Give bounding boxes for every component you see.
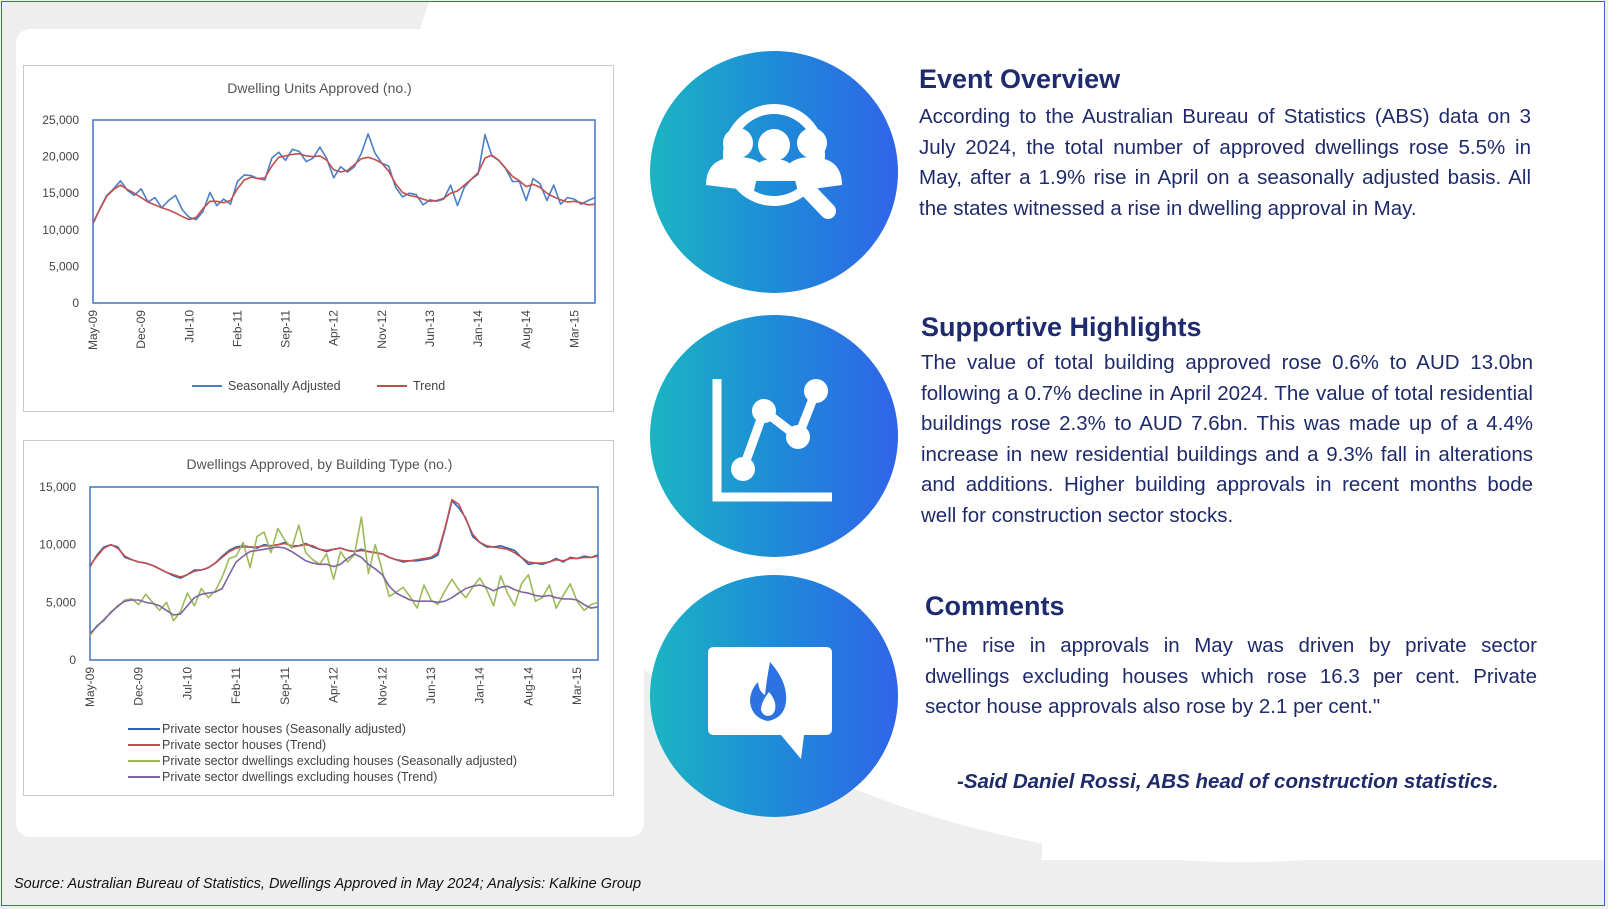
- chart-dwelling-units-svg: Dwelling Units Approved (no.) 0 5,000 10,00…: [42, 80, 596, 393]
- y-tick-label: 5,000: [46, 595, 76, 609]
- y-tick-label: 10,000: [39, 538, 76, 552]
- x-tick-label: Jul-10: [182, 310, 196, 343]
- people-search-icon: [706, 104, 842, 219]
- series-line-1: [92, 152, 596, 223]
- x-tick-label: Mar-15: [570, 667, 584, 705]
- legend-label: Private sector houses (Trend): [162, 738, 326, 752]
- comments-icon-circle: [650, 575, 898, 817]
- x-tick-label: Jul-10: [180, 667, 194, 700]
- y-tick-label: 25,000: [42, 113, 79, 127]
- y-tick-label: 0: [69, 653, 76, 667]
- y-tick-label: 15,000: [42, 186, 79, 200]
- chart-building-type: Dwellings Approved, by Building Type (no…: [23, 440, 614, 796]
- y-tick-label: 10,000: [42, 223, 79, 237]
- background-band: [1042, 2, 1604, 860]
- x-tick-label: Nov-12: [375, 310, 389, 349]
- y-tick-label: 15,000: [39, 480, 76, 494]
- legend-label: Private sector dwellings excluding house…: [162, 770, 437, 784]
- supportive-highlights-section: Supportive Highlights The value of total…: [921, 310, 1533, 531]
- x-tick-label: Dec-09: [132, 667, 146, 706]
- legend-label: Private sector houses (Seasonally adjust…: [162, 722, 406, 736]
- supportive-highlights-body: The value of total building approved ros…: [921, 351, 1533, 527]
- x-tick-label: Mar-15: [567, 310, 581, 348]
- series-line-3: [89, 546, 599, 635]
- x-tick-label: Sep-11: [278, 667, 292, 705]
- event-overview-section: Event Overview According to the Australi…: [919, 62, 1531, 224]
- source-note: Source: Australian Bureau of Statistics,…: [14, 876, 642, 892]
- x-tick-label: Jan-14: [473, 667, 487, 704]
- supportive-highlights-title: Supportive Highlights: [921, 312, 1202, 342]
- x-tick-label: Sep-11: [279, 310, 293, 348]
- x-tick-label: Apr-12: [327, 667, 341, 703]
- chart-dwelling-units: Dwelling Units Approved (no.) 0 5,000 10,00…: [23, 65, 614, 412]
- x-tick-label: Jan-14: [471, 310, 485, 347]
- legend-label: Private sector dwellings excluding house…: [162, 754, 517, 768]
- speech-bubble-flame-icon: [708, 647, 832, 759]
- x-tick-label: Apr-12: [327, 310, 341, 346]
- x-tick-label: Aug-14: [521, 667, 535, 706]
- event-overview-body: According to the Australian Bureau of St…: [919, 105, 1531, 220]
- x-tick-label: May-09: [83, 667, 97, 707]
- series-line-0: [92, 133, 596, 225]
- line-chart-icon: [712, 379, 832, 502]
- highlights-icon-circle: [650, 315, 898, 557]
- series-line-1: [89, 498, 599, 578]
- chart-building-type-svg: Dwellings Approved, by Building Type (no…: [39, 456, 599, 784]
- quote-author: -Said Daniel Rossi, ABS head of construc…: [957, 770, 1499, 793]
- legend-label: Seasonally Adjusted: [228, 379, 341, 393]
- x-tick-label: Jun-13: [423, 310, 437, 347]
- y-tick-label: 5,000: [49, 259, 79, 273]
- x-tick-label: May-09: [86, 310, 100, 350]
- plot-area-border: [92, 119, 596, 304]
- x-tick-label: Feb-11: [230, 310, 244, 347]
- series-line-2: [89, 516, 599, 637]
- chart-title: Dwellings Approved, by Building Type (no…: [187, 456, 453, 472]
- x-tick-label: Aug-14: [519, 310, 533, 349]
- y-tick-label: 0: [72, 296, 79, 310]
- chart-title: Dwelling Units Approved (no.): [227, 80, 411, 96]
- comments-section: Comments "The rise in approvals in May w…: [925, 589, 1537, 723]
- y-tick-label: 20,000: [42, 150, 79, 164]
- x-tick-label: Jun-13: [424, 667, 438, 704]
- x-tick-label: Nov-12: [375, 667, 389, 706]
- x-tick-label: Feb-11: [229, 667, 243, 704]
- plot-area-border: [89, 486, 599, 661]
- legend-label: Trend: [413, 379, 445, 393]
- series-line-0: [89, 499, 599, 579]
- comments-title: Comments: [925, 591, 1065, 621]
- event-overview-title: Event Overview: [919, 64, 1121, 94]
- x-tick-label: Dec-09: [134, 310, 148, 349]
- comments-body: "The rise in approvals in May was driven…: [925, 634, 1537, 718]
- overview-icon-circle: [650, 51, 898, 293]
